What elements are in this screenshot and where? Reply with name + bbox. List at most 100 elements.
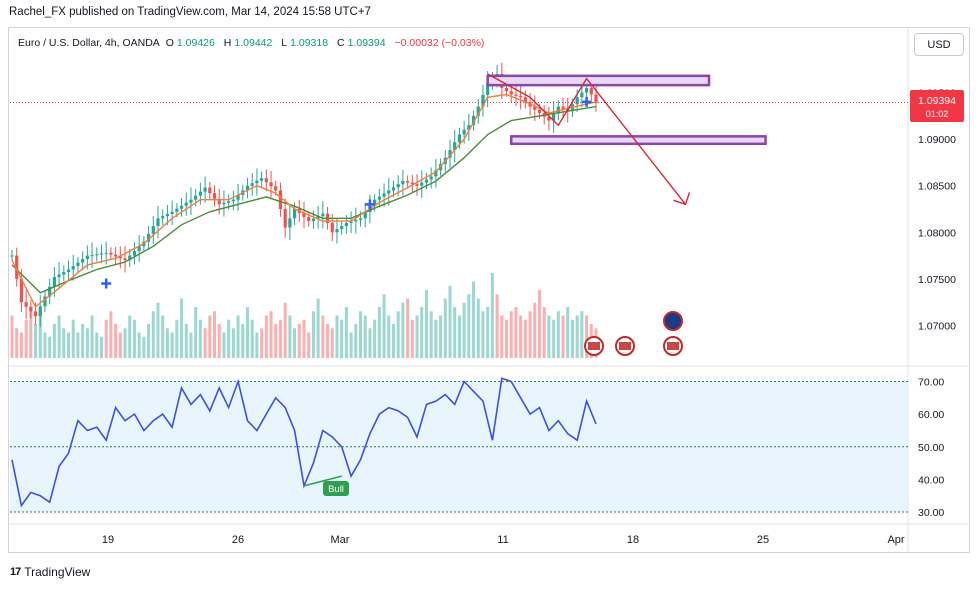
volume-bar <box>213 311 217 358</box>
eu-flag-icon[interactable] <box>663 311 683 331</box>
volume-bar <box>194 307 198 358</box>
candle-body <box>321 213 325 217</box>
volume-bar <box>81 324 85 358</box>
volume-bar <box>359 311 363 358</box>
volume-bar <box>217 324 221 358</box>
volume-bar <box>278 319 282 358</box>
candle-body <box>311 218 316 222</box>
volume-bar <box>495 294 499 358</box>
time-tick-label: 26 <box>232 534 244 546</box>
candle-body <box>396 184 400 188</box>
volume-bar <box>542 307 546 358</box>
volume-bar <box>349 332 353 358</box>
volume-bar <box>302 319 306 358</box>
volume-bar <box>123 328 127 358</box>
volume-bar <box>24 319 28 358</box>
candle-body <box>467 125 471 130</box>
volume-bar <box>514 307 518 358</box>
volume-bar <box>575 315 579 358</box>
volume-bar <box>387 315 391 358</box>
volume-bar <box>34 324 38 358</box>
volume-bar <box>566 307 570 358</box>
candle-body <box>561 106 565 109</box>
candle-body <box>236 195 240 200</box>
us-flag-stripes-icon <box>588 342 600 350</box>
volume-bar <box>340 319 344 358</box>
candle-body <box>137 246 141 251</box>
volume-bar <box>170 332 174 358</box>
symbol-legend: Euro / U.S. Dollar, 4h, OANDA O 1.09426 H… <box>18 37 487 49</box>
candle-body <box>203 187 207 192</box>
candle-body <box>575 97 579 105</box>
volume-bar <box>500 315 504 358</box>
candle-body <box>33 311 38 317</box>
fast-moving-average-line <box>11 93 597 308</box>
rsi-tick-label: 40.00 <box>918 474 944 486</box>
volume-bar <box>15 328 19 358</box>
candle-body <box>462 129 466 135</box>
volume-bar <box>99 336 103 358</box>
candle-body <box>90 254 94 256</box>
volume-bar <box>505 319 509 358</box>
candle-body <box>358 218 363 220</box>
candle-body <box>504 87 509 92</box>
candle-body <box>161 216 165 219</box>
volume-bar <box>481 311 485 358</box>
volume-bar <box>10 315 14 358</box>
candle-body <box>363 212 367 219</box>
candle-body <box>377 196 381 200</box>
volume-bar <box>43 332 47 358</box>
rsi-bull-badge <box>323 481 349 496</box>
volume-bar <box>547 315 551 358</box>
candle-body <box>15 255 19 279</box>
candle-body <box>382 193 386 197</box>
candle-body <box>217 198 221 205</box>
candle-body <box>476 106 480 116</box>
candle-body <box>189 199 193 203</box>
volume-bar <box>561 315 565 358</box>
volume-bar <box>406 298 410 358</box>
bar-countdown: 01:02 <box>926 109 949 119</box>
volume-bar <box>241 324 245 358</box>
volume-bar <box>429 311 433 358</box>
low-value: L 1.09318 <box>281 37 329 49</box>
candle-body <box>227 201 231 203</box>
candle-body <box>156 218 160 227</box>
candle-body <box>519 95 523 98</box>
candle-body <box>99 253 104 255</box>
volume-bar <box>245 307 249 358</box>
volume-bar <box>307 332 311 358</box>
price-tick-label: 1.08500 <box>918 181 956 193</box>
candle-body <box>283 209 287 228</box>
volume-bar <box>415 315 419 358</box>
volume-bar <box>528 311 532 358</box>
candle-body <box>509 91 513 95</box>
candle-body <box>76 262 80 267</box>
volume-bar <box>410 319 414 358</box>
volume-bar <box>203 328 207 358</box>
cross-marker-icon <box>101 278 112 289</box>
currency-button[interactable]: USD <box>914 33 964 56</box>
tradingview-logo: 17 TradingView <box>10 565 90 579</box>
volume-bar <box>472 281 476 358</box>
volume-bar <box>457 315 461 358</box>
candle-body <box>222 202 226 205</box>
volume-bar <box>62 328 66 358</box>
volume-bar <box>552 319 556 358</box>
candle-body <box>401 181 405 185</box>
volume-bar <box>311 311 315 358</box>
volume-bar <box>476 298 480 358</box>
volume-bar <box>255 332 259 358</box>
volume-bar <box>128 315 132 358</box>
rsi-tick-label: 50.00 <box>918 442 944 454</box>
volume-bar <box>585 315 589 358</box>
us-flag-stripes-icon <box>619 342 631 350</box>
volume-bar <box>250 319 254 358</box>
volume-bar <box>274 324 278 358</box>
volume-bar <box>556 311 560 358</box>
candle-body <box>151 226 155 234</box>
volume-bar <box>443 298 447 358</box>
candle-body <box>198 191 202 196</box>
volume-bar <box>509 311 513 358</box>
